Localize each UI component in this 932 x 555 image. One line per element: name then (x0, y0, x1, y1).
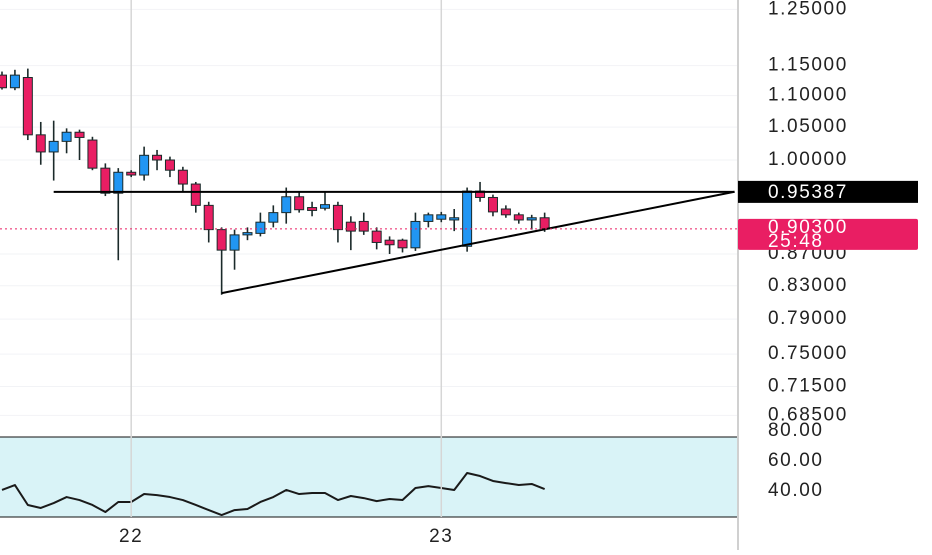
y-tick-label: 1.05000 (768, 116, 848, 137)
y-tick-label: 60.00 (768, 450, 824, 471)
y-tick-label: 1.10000 (768, 85, 848, 106)
candle-body (255, 221, 266, 234)
candle-body (48, 140, 59, 153)
candle-body (358, 220, 369, 232)
y-tick-label: 0.71500 (768, 375, 848, 396)
candle-body (436, 214, 447, 220)
rsi-line (1, 472, 546, 517)
countdown-label: 25:48 (768, 231, 824, 252)
candle-body (22, 77, 33, 136)
resistance-label: 0.95387 (768, 182, 848, 203)
y-tick-label: 0.83000 (768, 275, 848, 296)
candle-body (152, 154, 163, 161)
candle-body (449, 217, 460, 221)
candle-body (384, 239, 395, 246)
x-tick-label: 23 (429, 526, 453, 547)
y-tick-label: 1.00000 (768, 149, 848, 170)
candle-body (513, 214, 524, 221)
y-tick-label: 0.75000 (768, 343, 848, 364)
candle-body (242, 232, 253, 236)
candle-body (268, 212, 279, 223)
rsi-background (0, 437, 737, 517)
candle-body (100, 167, 111, 194)
y-tick-label: 1.25000 (768, 0, 848, 19)
candle-body (87, 139, 98, 169)
candle-body (294, 196, 305, 211)
candle-body (35, 134, 46, 153)
candle-body (345, 221, 356, 232)
y-tick-label: 0.68500 (768, 404, 848, 425)
plot: 40.00 60.00 80.00 1.25000 1.15000 1.10000 1.05… (0, 0, 918, 547)
candle-body (423, 214, 434, 222)
candle-body (307, 207, 318, 211)
candle-body (190, 183, 201, 206)
x-tick-label: 22 (119, 526, 143, 547)
resistance-label-box (738, 180, 918, 203)
candle-body (487, 196, 498, 213)
candle-body (126, 171, 137, 176)
candle-body (229, 234, 240, 251)
candle-body (462, 190, 473, 247)
candle-body (0, 74, 7, 89)
candle-body (164, 159, 175, 171)
candle-body (320, 204, 330, 209)
candle-body (113, 171, 124, 194)
candle-body (371, 230, 382, 243)
candle-body (332, 204, 343, 231)
candle-body (500, 208, 511, 216)
last-price-label: 0.90300 (768, 217, 848, 238)
candle-body (397, 239, 408, 249)
candle-body (281, 196, 292, 214)
candle-body (539, 217, 550, 230)
candle-body (216, 229, 227, 251)
trend-line (221, 190, 735, 295)
candle-body (61, 131, 72, 142)
y-tick-label: 0.79000 (768, 308, 848, 329)
candle-body (139, 154, 150, 176)
y-tick-label: 1.15000 (768, 55, 848, 76)
candle-body (203, 204, 214, 231)
candle-body (74, 131, 85, 138)
candle-body (9, 74, 20, 89)
candle-body (526, 217, 537, 221)
y-tick-label: 80.00 (768, 420, 824, 441)
candle-body (177, 169, 188, 185)
last-price-box (738, 218, 918, 250)
y-tick-label: 40.00 (768, 480, 824, 501)
candle-body (410, 220, 421, 249)
